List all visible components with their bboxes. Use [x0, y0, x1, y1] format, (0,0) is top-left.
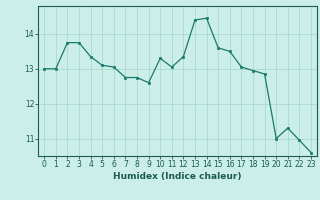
- X-axis label: Humidex (Indice chaleur): Humidex (Indice chaleur): [113, 172, 242, 181]
